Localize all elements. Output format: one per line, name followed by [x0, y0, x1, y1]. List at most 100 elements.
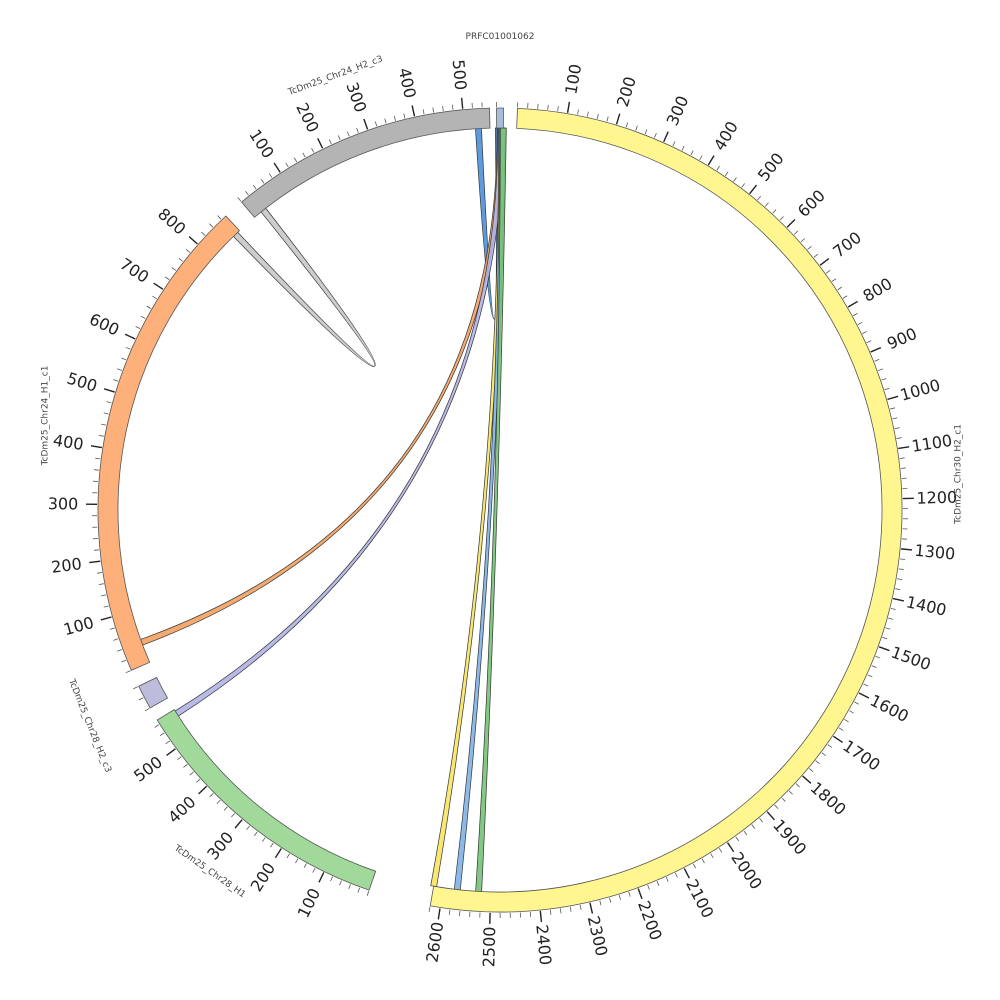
tick-label: 200: [247, 859, 280, 895]
minor-tick: [894, 427, 900, 430]
link-chr24h2-chr24h1: [232, 207, 376, 367]
minor-tick: [185, 249, 191, 253]
tick-label: 600: [86, 309, 122, 339]
minor-tick: [724, 171, 729, 177]
minor-tick: [254, 831, 258, 837]
minor-tick: [882, 636, 888, 640]
minor-tick: [237, 197, 242, 202]
major-tick: [726, 842, 735, 853]
minor-tick: [196, 778, 201, 783]
tick-label: 400: [395, 66, 420, 100]
minor-tick: [357, 887, 360, 893]
minor-tick: [223, 806, 228, 811]
minor-tick: [825, 270, 831, 274]
minor-tick: [201, 231, 206, 236]
minor-tick: [117, 649, 123, 652]
minor-tick: [896, 437, 902, 439]
tick-label: 400: [52, 431, 85, 455]
major-tick: [893, 597, 905, 602]
segment-chr24h2: [241, 107, 491, 218]
minor-tick: [164, 276, 170, 281]
minor-tick: [808, 768, 814, 772]
minor-tick: [138, 697, 144, 701]
major-tick: [437, 908, 441, 920]
minor-tick: [121, 357, 127, 361]
tick-label: 1000: [898, 375, 942, 404]
minor-tick: [328, 139, 332, 145]
minor-tick: [779, 216, 784, 221]
minor-tick: [892, 417, 898, 420]
tick-layer: [86, 97, 914, 924]
minor-tick: [741, 183, 746, 188]
minor-tick: [103, 605, 109, 608]
minor-tick: [699, 155, 703, 161]
minor-tick: [898, 568, 904, 570]
tick-label: 200: [50, 554, 83, 577]
minor-tick: [793, 230, 799, 235]
minor-tick: [884, 387, 890, 391]
minor-tick: [135, 326, 141, 330]
minor-tick: [579, 904, 582, 910]
minor-tick: [106, 401, 112, 404]
major-tick: [317, 137, 324, 149]
minor-tick: [815, 760, 820, 765]
segment-chr30: [429, 107, 903, 913]
minor-tick: [718, 848, 723, 853]
major-tick: [460, 97, 464, 109]
segment-layer: [97, 107, 903, 913]
minor-tick: [260, 179, 265, 184]
minor-tick: [899, 558, 906, 560]
tick-label: 300: [342, 80, 370, 115]
tick-label: 2300: [584, 914, 612, 958]
minor-tick: [586, 111, 589, 117]
tick-label: 300: [663, 93, 693, 129]
major-tick: [858, 692, 870, 699]
major-tick: [273, 162, 281, 173]
minor-tick: [448, 909, 451, 915]
minor-tick: [733, 177, 737, 182]
minor-tick: [183, 763, 188, 768]
minor-tick: [788, 790, 793, 795]
major-tick: [683, 868, 690, 879]
minor-tick: [428, 906, 431, 912]
minor-tick: [113, 638, 119, 641]
major-tick: [887, 395, 899, 401]
minor-tick: [800, 238, 805, 243]
minor-tick: [609, 897, 612, 903]
major-tick: [589, 902, 594, 914]
tick-label: 2200: [634, 898, 666, 943]
minor-tick: [735, 836, 739, 842]
tick-label: 400: [710, 118, 742, 154]
minor-tick: [261, 837, 266, 842]
minor-tick: [549, 909, 552, 915]
minor-tick: [216, 799, 221, 805]
major-tick: [100, 616, 112, 621]
minor-tick: [821, 752, 826, 756]
minor-tick: [347, 131, 350, 137]
segment-name-chr28h2: TcDm25_Chr28_H2_c3: [66, 677, 113, 774]
minor-tick: [189, 771, 194, 776]
minor-tick: [854, 701, 859, 705]
minor-tick: [366, 890, 370, 896]
tick-label: 400: [164, 792, 199, 827]
minor-tick: [177, 756, 182, 761]
minor-tick: [881, 378, 887, 381]
tick-label: 1800: [807, 778, 850, 819]
minor-tick: [759, 818, 764, 823]
minor-tick: [422, 109, 425, 115]
minor-tick: [133, 686, 138, 690]
tick-label: 100: [294, 885, 324, 921]
minor-tick: [857, 321, 863, 325]
minor-tick: [140, 315, 146, 319]
major-tick: [901, 548, 913, 551]
minor-tick: [165, 740, 170, 745]
minor-tick: [895, 588, 901, 591]
tick-label: 500: [65, 369, 100, 396]
major-tick: [802, 775, 812, 784]
major-tick: [274, 848, 282, 859]
tick-label: 300: [48, 494, 79, 513]
minor-tick: [606, 116, 609, 122]
major-tick: [878, 646, 890, 652]
minor-tick: [681, 145, 685, 151]
minor-tick: [701, 858, 705, 864]
